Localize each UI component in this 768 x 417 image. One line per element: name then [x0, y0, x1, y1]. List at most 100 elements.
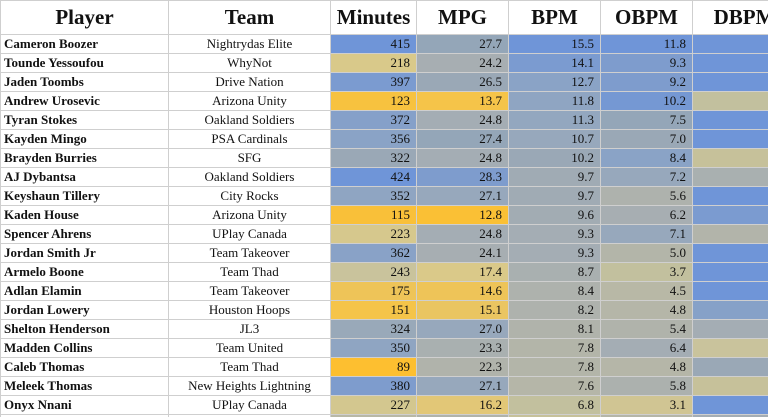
- cell-team[interactable]: SFG: [168, 148, 331, 168]
- cell-obpm[interactable]: 6.2: [600, 205, 693, 225]
- cell-minutes[interactable]: 151: [330, 300, 417, 320]
- cell-dbpm[interactable]: 1.8: [692, 376, 768, 396]
- cell-minutes[interactable]: 115: [330, 205, 417, 225]
- cell-minutes[interactable]: 350: [330, 338, 417, 358]
- cell-mpg[interactable]: 14.6: [416, 281, 509, 301]
- cell-mpg[interactable]: 24.1: [416, 243, 509, 263]
- cell-mpg[interactable]: 27.1: [416, 186, 509, 206]
- column-header-minutes[interactable]: Minutes: [330, 0, 417, 35]
- column-header-team[interactable]: Team: [168, 0, 331, 35]
- cell-team[interactable]: UPlay Canada: [168, 395, 331, 415]
- cell-team[interactable]: UPlay Canada: [168, 224, 331, 244]
- cell-obpm[interactable]: 3.7: [600, 262, 693, 282]
- cell-dbpm[interactable]: 2.9: [692, 357, 768, 377]
- cell-dbpm[interactable]: 3.5: [692, 72, 768, 92]
- cell-mpg[interactable]: 12.8: [416, 205, 509, 225]
- cell-team[interactable]: PSA Cardinals: [168, 129, 331, 149]
- cell-player[interactable]: Armelo Boone: [0, 262, 169, 282]
- cell-minutes[interactable]: 352: [330, 186, 417, 206]
- cell-minutes[interactable]: 415: [330, 34, 417, 54]
- cell-team[interactable]: Team Thad: [168, 357, 331, 377]
- cell-dbpm[interactable]: 1.8: [692, 148, 768, 168]
- cell-bpm[interactable]: 11.3: [508, 110, 601, 130]
- cell-player[interactable]: AJ Dybantsa: [0, 167, 169, 187]
- cell-bpm[interactable]: 8.4: [508, 281, 601, 301]
- cell-player[interactable]: Kaden House: [0, 205, 169, 225]
- cell-team[interactable]: Team Takeover: [168, 281, 331, 301]
- cell-minutes[interactable]: 218: [330, 53, 417, 73]
- cell-minutes[interactable]: 123: [330, 91, 417, 111]
- cell-minutes[interactable]: 356: [330, 129, 417, 149]
- cell-player[interactable]: Madden Collins: [0, 338, 169, 358]
- cell-bpm[interactable]: 7.8: [508, 357, 601, 377]
- cell-obpm[interactable]: 5.0: [600, 243, 693, 263]
- cell-bpm[interactable]: 14.1: [508, 53, 601, 73]
- cell-player[interactable]: Shelton Henderson: [0, 319, 169, 339]
- cell-mpg[interactable]: 27.4: [416, 129, 509, 149]
- cell-mpg[interactable]: 28.3: [416, 167, 509, 187]
- cell-obpm[interactable]: 9.3: [600, 53, 693, 73]
- cell-bpm[interactable]: 9.3: [508, 224, 601, 244]
- cell-mpg[interactable]: 24.8: [416, 148, 509, 168]
- cell-mpg[interactable]: 24.2: [416, 53, 509, 73]
- cell-minutes[interactable]: 223: [330, 224, 417, 244]
- cell-mpg[interactable]: 26.5: [416, 72, 509, 92]
- cell-dbpm[interactable]: 3.7: [692, 395, 768, 415]
- cell-mpg[interactable]: 24.8: [416, 224, 509, 244]
- cell-team[interactable]: Nightrydas Elite: [168, 34, 331, 54]
- cell-player[interactable]: Jordan Smith Jr: [0, 243, 169, 263]
- column-header-mpg[interactable]: MPG: [416, 0, 509, 35]
- cell-bpm[interactable]: 8.2: [508, 300, 601, 320]
- cell-obpm[interactable]: 7.5: [600, 110, 693, 130]
- cell-minutes[interactable]: 324: [330, 319, 417, 339]
- cell-mpg[interactable]: 17.4: [416, 262, 509, 282]
- cell-obpm[interactable]: 4.8: [600, 357, 693, 377]
- cell-mpg[interactable]: 27.7: [416, 34, 509, 54]
- cell-dbpm[interactable]: 4.3: [692, 243, 768, 263]
- cell-player[interactable]: Jordan Lowery: [0, 300, 169, 320]
- column-header-player[interactable]: Player: [0, 0, 169, 35]
- cell-bpm[interactable]: 9.7: [508, 186, 601, 206]
- cell-obpm[interactable]: 8.4: [600, 148, 693, 168]
- cell-player[interactable]: Kayden Mingo: [0, 129, 169, 149]
- cell-obpm[interactable]: 5.4: [600, 319, 693, 339]
- cell-minutes[interactable]: 175: [330, 281, 417, 301]
- cell-mpg[interactable]: 23.3: [416, 338, 509, 358]
- cell-minutes[interactable]: 424: [330, 167, 417, 187]
- cell-bpm[interactable]: 7.6: [508, 376, 601, 396]
- cell-dbpm[interactable]: 3.4: [692, 205, 768, 225]
- cell-player[interactable]: Adlan Elamin: [0, 281, 169, 301]
- cell-mpg[interactable]: 13.7: [416, 91, 509, 111]
- cell-bpm[interactable]: 8.1: [508, 319, 601, 339]
- cell-player[interactable]: Tounde Yessoufou: [0, 53, 169, 73]
- cell-obpm[interactable]: 4.8: [600, 300, 693, 320]
- cell-obpm[interactable]: 7.0: [600, 129, 693, 149]
- cell-team[interactable]: Oakland Soldiers: [168, 167, 331, 187]
- cell-minutes[interactable]: 380: [330, 376, 417, 396]
- cell-dbpm[interactable]: 1.4: [692, 338, 768, 358]
- cell-team[interactable]: Arizona Unity: [168, 91, 331, 111]
- cell-obpm[interactable]: 5.8: [600, 376, 693, 396]
- cell-obpm[interactable]: 11.8: [600, 34, 693, 54]
- cell-dbpm[interactable]: 5.0: [692, 262, 768, 282]
- cell-bpm[interactable]: 10.2: [508, 148, 601, 168]
- cell-bpm[interactable]: 15.5: [508, 34, 601, 54]
- cell-mpg[interactable]: 16.2: [416, 395, 509, 415]
- cell-mpg[interactable]: 22.3: [416, 357, 509, 377]
- cell-dbpm[interactable]: 3.7: [692, 34, 768, 54]
- cell-team[interactable]: Team Takeover: [168, 243, 331, 263]
- cell-obpm[interactable]: 4.5: [600, 281, 693, 301]
- cell-bpm[interactable]: 12.7: [508, 72, 601, 92]
- cell-bpm[interactable]: 8.7: [508, 262, 601, 282]
- cell-minutes[interactable]: 243: [330, 262, 417, 282]
- cell-mpg[interactable]: 24.8: [416, 110, 509, 130]
- cell-dbpm[interactable]: 2.6: [692, 319, 768, 339]
- cell-minutes[interactable]: 89: [330, 357, 417, 377]
- cell-team[interactable]: New Heights Lightning: [168, 376, 331, 396]
- cell-dbpm[interactable]: 2.5: [692, 167, 768, 187]
- cell-team[interactable]: Oakland Soldiers: [168, 110, 331, 130]
- cell-obpm[interactable]: 3.1: [600, 395, 693, 415]
- cell-dbpm[interactable]: 3.7: [692, 129, 768, 149]
- cell-team[interactable]: Drive Nation: [168, 72, 331, 92]
- cell-player[interactable]: Brayden Burries: [0, 148, 169, 168]
